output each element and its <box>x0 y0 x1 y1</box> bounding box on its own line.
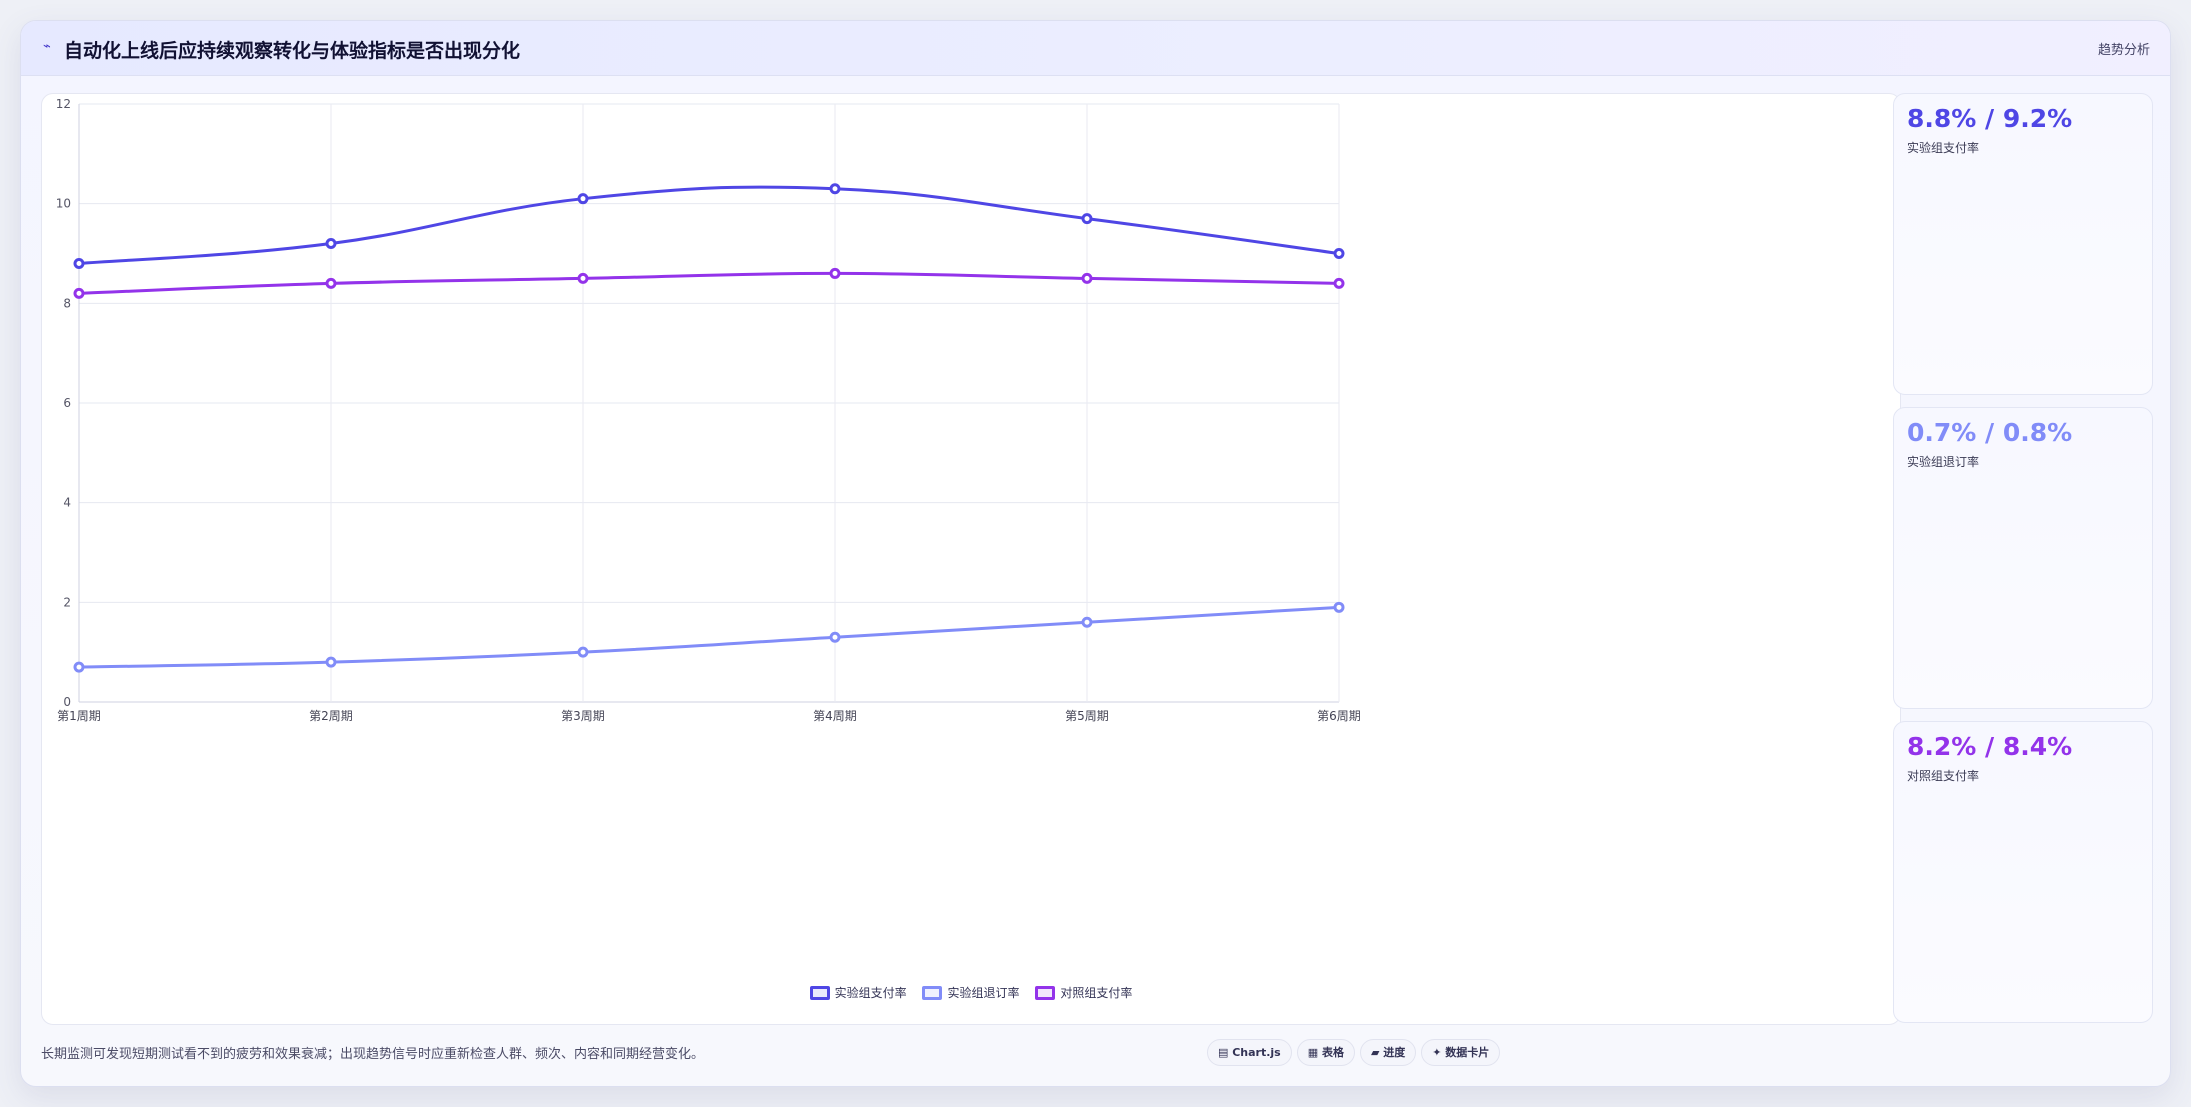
y-tick-label: 2 <box>63 595 71 609</box>
legend-swatch-1 <box>922 985 943 1000</box>
series-0-point-2 <box>577 193 589 205</box>
stat-value: 8.2% / 8.4% <box>1907 732 2073 761</box>
series-1-point-5 <box>1333 601 1345 613</box>
stat-label: 实验组退订率 <box>1907 455 1980 469</box>
legend-label-2: 对照组支付率 <box>1060 986 1133 1000</box>
series-2-point-0 <box>73 287 85 299</box>
pill-data-card[interactable]: ✦ 数据卡片 <box>1421 1039 1501 1066</box>
pill-table[interactable]: ▦ 表格 <box>1296 1039 1355 1066</box>
series-line-0 <box>78 185 1340 265</box>
legend-label-0: 实验组支付率 <box>834 986 907 1000</box>
x-tick-label: 第4周期 <box>813 709 857 723</box>
series-1-point-1 <box>325 656 337 668</box>
series-2-point-3 <box>829 267 841 279</box>
y-tick-label: 8 <box>63 296 71 310</box>
series-1-point-0 <box>73 661 85 673</box>
x-tick-label: 第2周期 <box>309 709 353 723</box>
series-0-point-4 <box>1081 213 1093 225</box>
series-0-point-5 <box>1333 248 1345 259</box>
series-line-1 <box>78 605 1340 669</box>
view-toggle-pills: ▤ Chart.js ▦ 表格 ▰ 进度 ✦ 数据卡片 <box>1207 1039 1505 1067</box>
stat-value: 0.7% / 0.8% <box>1907 418 2073 447</box>
pill-progress[interactable]: ▰ 进度 <box>1359 1039 1417 1066</box>
legend-swatch-0 <box>809 985 830 1000</box>
stat-label: 对照组支付率 <box>1907 769 1980 783</box>
legend-item-series-0[interactable]: 实验组支付率 <box>809 984 907 1001</box>
legend-swatch-2 <box>1035 985 1056 1000</box>
y-tick-label: 6 <box>63 396 71 410</box>
page-title: 自动化上线后应持续观察转化与体验指标是否出现分化 <box>64 40 521 62</box>
stat-label: 实验组支付率 <box>1907 141 1980 155</box>
pill-chartjs[interactable]: ▤ Chart.js <box>1207 1039 1292 1066</box>
x-tick-label: 第3周期 <box>561 709 605 723</box>
legend-item-series-1[interactable]: 实验组退订率 <box>922 984 1020 1001</box>
x-tick-label: 第1周期 <box>57 709 101 723</box>
x-tick-label: 第6周期 <box>1317 709 1361 723</box>
chart-trend-icon: ⌁ <box>43 39 51 54</box>
series-2-point-1 <box>325 277 337 289</box>
footer-note: 长期监测可发现短期测试看不到的疲劳和效果衰减；出现趋势信号时应重新检查人群、频次… <box>41 1047 705 1062</box>
stat-card-experiment-unsub-rate: 0.7% / 0.8% 实验组退订率 <box>1893 407 2153 709</box>
series-0-point-1 <box>325 238 337 250</box>
legend-item-series-2[interactable]: 对照组支付率 <box>1035 984 1132 1001</box>
stat-value: 8.8% / 9.2% <box>1907 104 2073 133</box>
y-tick-label: 12 <box>56 97 71 111</box>
trend-analysis-link[interactable]: 趋势分析 <box>2097 43 2150 58</box>
series-2-point-2 <box>577 272 589 284</box>
series-1-point-3 <box>829 631 841 643</box>
stat-card-experiment-pay-rate: 8.8% / 9.2% 实验组支付率 <box>1893 93 2153 395</box>
x-tick-label: 第5周期 <box>1065 709 1109 723</box>
y-tick-label: 4 <box>63 496 71 510</box>
series-line-2 <box>78 271 1340 295</box>
series-1-point-2 <box>577 646 589 658</box>
y-tick-label: 0 <box>63 695 71 709</box>
legend-label-1: 实验组退订率 <box>947 986 1020 1000</box>
series-2-point-4 <box>1081 272 1093 284</box>
series-1-point-4 <box>1081 616 1093 628</box>
header: ⌁ 自动化上线后应持续观察转化与体验指标是否出现分化 趋势分析 <box>21 21 2170 76</box>
stat-card-control-pay-rate: 8.2% / 8.4% 对照组支付率 <box>1893 721 2153 1023</box>
chart-legend: 实验组支付率 实验组退订率 对照组支付率 <box>42 984 1900 1001</box>
dashboard-card: ⌁ 自动化上线后应持续观察转化与体验指标是否出现分化 趋势分析 0 2 4 6 8 10 1… <box>20 20 2171 1087</box>
series-0-point-3 <box>829 183 841 195</box>
series-0-point-0 <box>73 257 85 269</box>
series-2-point-5 <box>1333 277 1345 289</box>
line-chart: 0 2 4 6 8 10 12 第1周期 第2周期 第3周期 第4周期 第5周期 第6周期 <box>56 97 1361 723</box>
chart-panel: 0 2 4 6 8 10 12 第1周期 第2周期 第3周期 第4周期 第5周期 第6周期 实验组支付率… <box>41 93 1901 1025</box>
y-tick-label: 10 <box>56 197 71 211</box>
